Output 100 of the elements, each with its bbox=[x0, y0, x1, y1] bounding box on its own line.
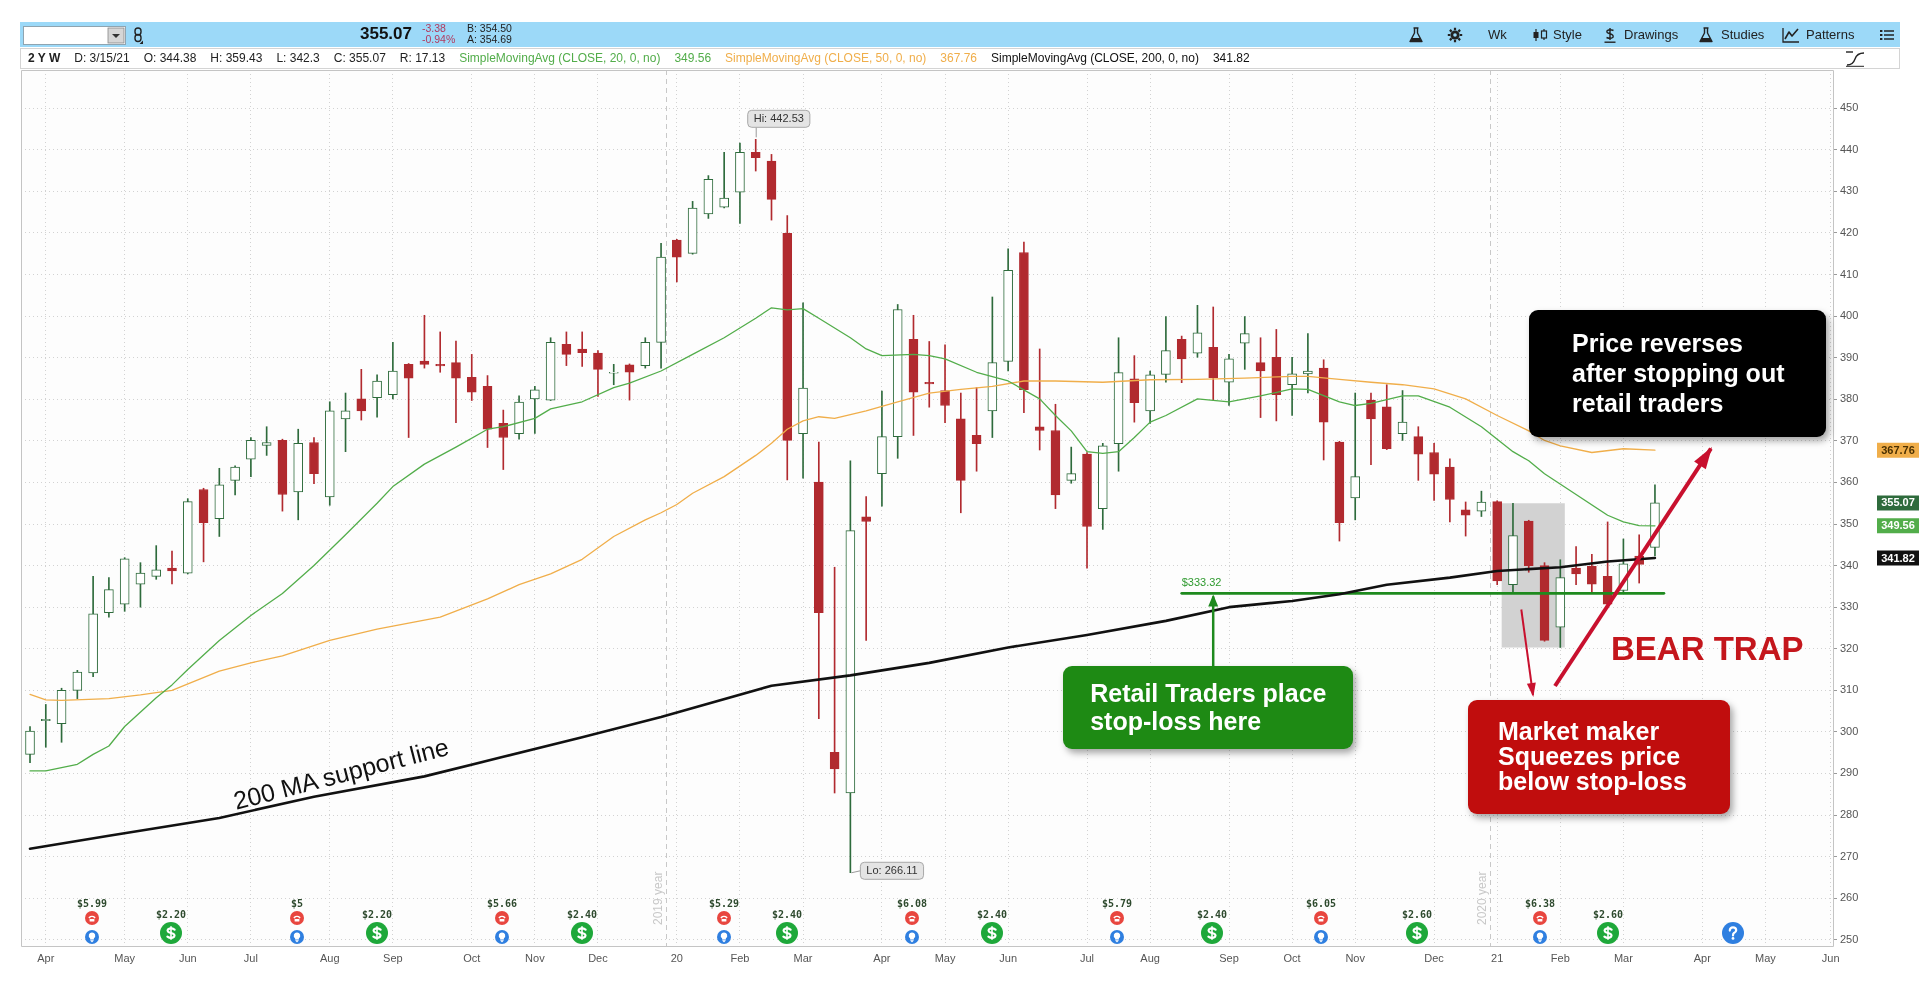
annotation: $2.60 bbox=[1401, 908, 1433, 920]
candlestick bbox=[940, 344, 950, 423]
annotation: Retail Traders place stop-loss here bbox=[1090, 679, 1327, 736]
y-tick-label: 360 bbox=[1840, 475, 1859, 488]
text: Drawings bbox=[1624, 26, 1679, 43]
annotation: Hi: 442.53 bbox=[753, 112, 804, 125]
annotation: $5.66 bbox=[486, 897, 518, 909]
callout-box: Retail Traders place stop-loss here bbox=[1063, 666, 1354, 750]
candlestick bbox=[861, 496, 871, 641]
annotation: $2.60 bbox=[1592, 908, 1624, 920]
annotation: Price reverses after stopping out retail traders bbox=[1572, 329, 1785, 417]
y-tick-label: 350 bbox=[1840, 517, 1859, 530]
x-tick-label: Nov bbox=[1345, 951, 1366, 964]
x-tick-label: Oct bbox=[1283, 951, 1301, 964]
annotation: $2.40 bbox=[976, 908, 1008, 920]
y-tick-label: 380 bbox=[1840, 392, 1859, 405]
x-tick-label: Apr bbox=[873, 951, 891, 964]
y-tick-label: 320 bbox=[1840, 641, 1859, 654]
text: A: 354.69 bbox=[467, 33, 512, 47]
y-tick-label: 390 bbox=[1840, 350, 1859, 363]
y-tick-label: 370 bbox=[1840, 433, 1859, 446]
text: Wk bbox=[1488, 26, 1507, 43]
candlestick bbox=[1350, 392, 1361, 521]
x-tick-label: 21 bbox=[1491, 951, 1504, 964]
x-tick-label: Oct bbox=[463, 951, 481, 964]
x-tick-label: Jun bbox=[178, 951, 197, 964]
candlestick bbox=[1066, 446, 1077, 484]
candlestick bbox=[719, 151, 729, 209]
x-tick-label: Aug bbox=[319, 951, 340, 964]
y-tick-label: 410 bbox=[1840, 267, 1859, 280]
text: -0.94% bbox=[422, 33, 456, 47]
x-tick-label: Apr bbox=[1693, 951, 1712, 964]
candlestick bbox=[151, 545, 162, 580]
candlestick bbox=[608, 364, 619, 386]
info-bar: 2 Y W D: 3/15/21 O: 344.38 H: 359.43 L: 342.3 C: 355.07 R: 17.13 SimpleMovingAvg (CLOSE, 20, 0, no) 349.56 SimpleMovingAvg (CLOSE, 50, 0, no) 367.76 SimpleMovingAvg (CLOSE, 200, 0, no) 341.82 bbox=[20, 48, 1900, 69]
x-tick-label: Apr bbox=[37, 951, 55, 964]
annotation: $2.20 bbox=[155, 908, 187, 920]
annotation: Lo: 266.11 bbox=[866, 864, 918, 877]
x-tick-label: Mar bbox=[793, 951, 813, 964]
y-tick-label: 430 bbox=[1840, 184, 1859, 197]
text: Studies bbox=[1721, 26, 1765, 43]
annotation: Market maker Squeezes price below stop-loss bbox=[1498, 717, 1687, 795]
y-tick-label: 310 bbox=[1840, 683, 1859, 696]
y-tick-label: 250 bbox=[1840, 932, 1859, 945]
annotation: $2.20 bbox=[361, 908, 393, 920]
x-tick-label: Mar bbox=[1613, 951, 1634, 964]
annotation: $5.79 bbox=[1101, 897, 1133, 909]
text: 341.82 bbox=[1881, 551, 1915, 564]
candlestick bbox=[1239, 316, 1250, 370]
y-tick-label: 440 bbox=[1840, 142, 1859, 155]
y-tick-label: 340 bbox=[1840, 558, 1859, 571]
x-tick-label: Sep bbox=[383, 951, 403, 964]
candlestick bbox=[750, 138, 761, 172]
text: 355.07 bbox=[1881, 496, 1915, 509]
x-tick-label: Feb bbox=[1550, 951, 1570, 964]
text: -3.38 bbox=[422, 22, 446, 35]
y-tick-label: 270 bbox=[1840, 849, 1859, 862]
x-tick-label: Feb bbox=[730, 951, 750, 964]
text: 355.07 bbox=[360, 24, 412, 45]
annotation: BEAR TRAP bbox=[1611, 630, 1804, 668]
x-tick-label: Sep bbox=[1219, 951, 1239, 964]
annotation: $6.38 bbox=[1524, 897, 1556, 909]
y-tick-label: 290 bbox=[1840, 766, 1859, 779]
annotation: $2.40 bbox=[771, 908, 803, 920]
candlestick bbox=[498, 409, 509, 470]
y-tick-label: 260 bbox=[1840, 891, 1859, 904]
chart-title: 2 Y W bbox=[27, 50, 62, 67]
annotation: $6.08 bbox=[896, 897, 928, 909]
callout-box: Price reverses after stopping out retail traders bbox=[1529, 310, 1826, 437]
x-tick-label: 20 bbox=[670, 951, 683, 964]
text: Style bbox=[1553, 26, 1582, 43]
y-tick-label: 450 bbox=[1840, 101, 1859, 114]
y-tick-label: 400 bbox=[1840, 309, 1859, 322]
y-tick-label: 420 bbox=[1840, 226, 1859, 239]
candlestick bbox=[356, 369, 367, 421]
text: 349.56 bbox=[1881, 519, 1915, 532]
annotation: $6.05 bbox=[1305, 897, 1337, 909]
annotation: $2.40 bbox=[566, 908, 598, 920]
text: Patterns bbox=[1806, 26, 1855, 43]
text: 367.76 bbox=[1881, 443, 1915, 456]
x-tick-label: May bbox=[114, 951, 136, 964]
x-tick-label: Aug bbox=[1140, 951, 1160, 964]
callout-box: Market maker Squeezes price below stop-loss bbox=[1468, 700, 1730, 814]
x-tick-label: Jul bbox=[1079, 951, 1095, 964]
annotation: $2.40 bbox=[1196, 908, 1228, 920]
x-tick-label: Dec bbox=[588, 951, 609, 964]
x-tick-label: May bbox=[1755, 951, 1777, 964]
candlestick bbox=[1571, 546, 1581, 586]
x-tick-label: Dec bbox=[1424, 951, 1445, 964]
candlestick bbox=[435, 331, 446, 373]
x-tick-label: Jun bbox=[999, 951, 1018, 964]
text: B: 354.50 bbox=[467, 22, 512, 35]
x-tick-label: Jun bbox=[1821, 951, 1840, 964]
candlestick bbox=[451, 340, 461, 423]
x-tick-label: Jul bbox=[243, 951, 258, 964]
y-tick-label: 330 bbox=[1840, 600, 1859, 613]
candlestick bbox=[530, 386, 540, 434]
candlestick bbox=[1034, 348, 1045, 451]
y-tick-label: 300 bbox=[1840, 724, 1859, 737]
annotation: $5.29 bbox=[708, 897, 740, 909]
